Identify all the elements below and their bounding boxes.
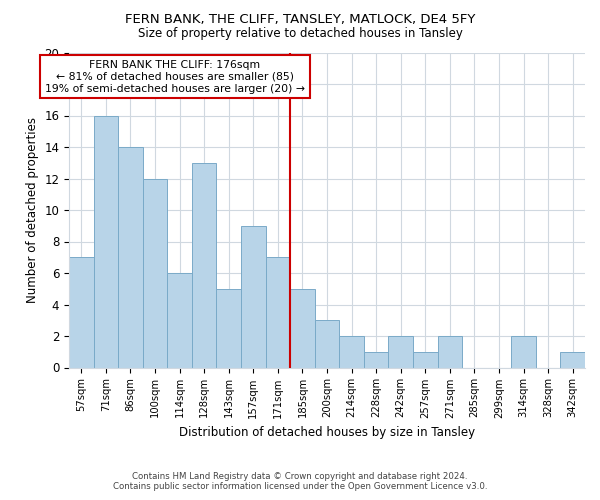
- Bar: [437, 336, 462, 368]
- Bar: [388, 336, 413, 368]
- Bar: [217, 289, 241, 368]
- Text: Contains HM Land Registry data © Crown copyright and database right 2024.
Contai: Contains HM Land Registry data © Crown c…: [113, 472, 487, 491]
- Bar: [315, 320, 339, 368]
- Bar: [94, 116, 118, 368]
- Bar: [69, 257, 94, 368]
- Text: FERN BANK THE CLIFF: 176sqm
← 81% of detached houses are smaller (85)
19% of sem: FERN BANK THE CLIFF: 176sqm ← 81% of det…: [44, 60, 305, 94]
- Bar: [241, 226, 266, 368]
- Bar: [511, 336, 536, 368]
- Text: Size of property relative to detached houses in Tansley: Size of property relative to detached ho…: [137, 28, 463, 40]
- Bar: [560, 352, 585, 368]
- Bar: [413, 352, 437, 368]
- Bar: [339, 336, 364, 368]
- Y-axis label: Number of detached properties: Number of detached properties: [26, 117, 39, 303]
- Bar: [167, 273, 192, 368]
- Bar: [143, 178, 167, 368]
- Bar: [290, 289, 315, 368]
- Bar: [364, 352, 388, 368]
- Bar: [118, 147, 143, 368]
- Text: FERN BANK, THE CLIFF, TANSLEY, MATLOCK, DE4 5FY: FERN BANK, THE CLIFF, TANSLEY, MATLOCK, …: [125, 12, 475, 26]
- X-axis label: Distribution of detached houses by size in Tansley: Distribution of detached houses by size …: [179, 426, 475, 439]
- Bar: [192, 163, 217, 368]
- Bar: [266, 257, 290, 368]
